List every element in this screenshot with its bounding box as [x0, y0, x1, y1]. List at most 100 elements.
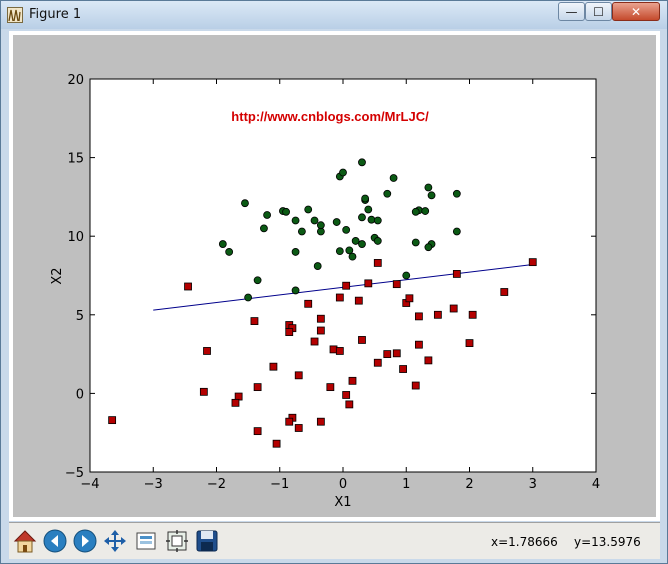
class0-point: [335, 347, 344, 355]
forward-button[interactable]: [71, 527, 99, 555]
x-tick-label: −1: [270, 477, 289, 492]
class0-point: [392, 280, 401, 289]
class1-point: [424, 183, 433, 192]
class1-point: [282, 207, 290, 216]
back-arrow-icon: [43, 529, 67, 553]
y-tick-label: 15: [67, 152, 84, 167]
class0-point: [468, 310, 477, 319]
class0-point: [184, 282, 192, 291]
figure-canvas[interactable]: −4 −3 −2 −1 0 1 2 3 4 −5 0 5 10 15 20 http://www.cnblo…: [9, 31, 660, 521]
class1-point: [291, 216, 300, 225]
class1-point: [244, 293, 253, 302]
class0-point: [373, 358, 382, 367]
class0-point: [250, 317, 259, 325]
class1-point: [225, 248, 234, 256]
axes-frame: [89, 78, 597, 473]
watermark-text: http://www.cnblogs.com/MrLJC/: [231, 109, 429, 124]
class1-point: [263, 211, 272, 219]
close-button[interactable]: ✕: [612, 2, 660, 21]
subplots-button[interactable]: [163, 527, 191, 555]
x-tick-label: 1: [402, 477, 410, 492]
class1-point: [291, 248, 300, 256]
class0-point: [364, 279, 373, 288]
class0-point: [272, 439, 281, 448]
class0-point: [326, 383, 335, 392]
class1-point: [345, 246, 354, 255]
class0-point: [294, 424, 303, 432]
scatter-plot[interactable]: −4 −3 −2 −1 0 1 2 3 4 −5 0 5 10 15 20 http://www.cnblo…: [9, 31, 660, 521]
navigation-toolbar: x=1.78666 y=13.5976: [9, 522, 660, 559]
class1-point: [358, 240, 366, 248]
x-tick-label: 0: [339, 477, 347, 492]
zoom-button[interactable]: [133, 527, 161, 555]
class1-point: [421, 207, 430, 215]
class0-point: [399, 365, 407, 373]
class1-point: [335, 247, 344, 256]
class0-point: [405, 294, 414, 303]
class0-point: [285, 328, 294, 336]
pan-icon: [104, 530, 126, 552]
minimize-icon: —: [565, 4, 578, 19]
class0-point: [316, 417, 325, 426]
class0-point: [316, 326, 325, 335]
title-bar[interactable]: Figure 1 — ☐ ✕: [1, 1, 667, 29]
minimize-button[interactable]: —: [558, 2, 585, 21]
save-button[interactable]: [193, 527, 221, 555]
class0-point: [345, 400, 354, 409]
class0-point: [231, 398, 240, 407]
class1-point: [332, 218, 341, 226]
class1-point: [411, 238, 420, 247]
class0-point: [392, 349, 401, 358]
class1-point: [427, 191, 436, 200]
class1-point: [373, 237, 382, 245]
y-tick-label: −5: [65, 466, 84, 481]
class1-point: [313, 262, 322, 270]
class0-point: [253, 427, 262, 436]
class0-point: [108, 416, 117, 425]
class0-point: [203, 347, 211, 355]
y-tick-label: 0: [76, 387, 84, 402]
class1-point: [364, 205, 373, 214]
class0-point: [452, 270, 461, 278]
class1-point: [361, 194, 370, 203]
class1-point: [402, 271, 411, 280]
home-icon: [13, 530, 37, 553]
home-button[interactable]: [11, 527, 39, 555]
class0-point: [358, 336, 366, 344]
back-button[interactable]: [41, 527, 69, 555]
class1-point: [452, 189, 461, 198]
class0-point: [424, 356, 433, 365]
class1-point: [310, 216, 319, 225]
class1-point: [316, 221, 325, 230]
class0-point: [433, 310, 442, 319]
x-tick-label: 3: [529, 477, 537, 492]
class1-point: [342, 226, 351, 234]
save-icon: [196, 530, 218, 552]
class0-point: [316, 314, 325, 323]
class1-point: [241, 199, 249, 208]
class0-point: [411, 381, 420, 390]
y-coordinate-readout: y=13.5976: [574, 535, 641, 549]
maximize-button[interactable]: ☐: [585, 2, 612, 21]
class0-point: [414, 340, 423, 349]
x-tick-label: 2: [465, 477, 473, 492]
maximize-icon: ☐: [593, 4, 604, 19]
class1-point: [339, 168, 347, 177]
x-tick-label: −3: [144, 477, 163, 492]
class0-point: [253, 383, 262, 392]
class1-point: [389, 174, 398, 182]
class1-point: [297, 227, 306, 236]
y-tick-label: 20: [67, 73, 84, 88]
class0-point: [310, 337, 319, 346]
class0-point: [354, 296, 363, 305]
class1-point: [411, 207, 420, 216]
pan-button[interactable]: [101, 527, 129, 555]
class0-point: [304, 299, 313, 308]
class1-point: [373, 216, 382, 225]
class1-point: [291, 286, 300, 295]
class1-point: [351, 237, 360, 245]
class1-point: [358, 213, 366, 222]
class0-point: [528, 258, 537, 267]
x-tick-label: −2: [207, 477, 226, 492]
